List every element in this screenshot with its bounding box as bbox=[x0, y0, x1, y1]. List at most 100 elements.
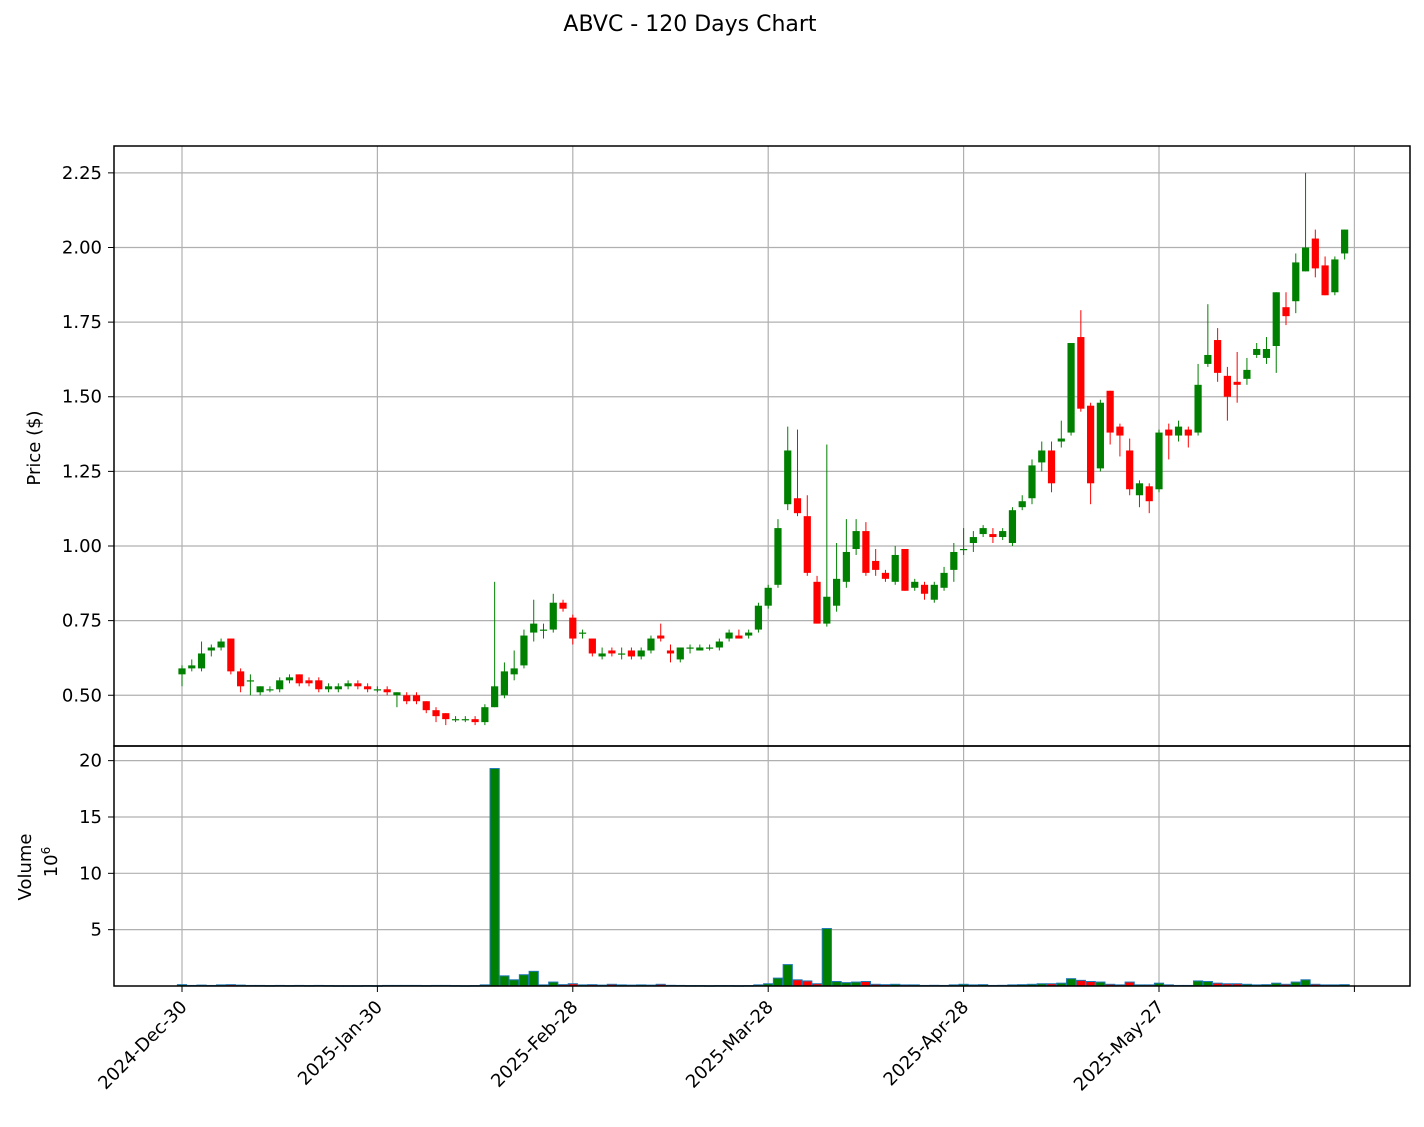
candle-body bbox=[227, 638, 235, 672]
candle-body bbox=[178, 668, 186, 675]
candle-body bbox=[305, 680, 313, 684]
candle-body bbox=[432, 710, 440, 717]
candle-body bbox=[373, 689, 381, 691]
volume-bar bbox=[782, 964, 793, 987]
price-candles bbox=[178, 172, 1349, 726]
candle-body bbox=[1106, 390, 1114, 433]
candle-body bbox=[618, 653, 626, 655]
volume-tick-label: 20 bbox=[79, 751, 102, 772]
candle-body bbox=[862, 531, 870, 573]
axis-ticks: 0.500.751.001.251.501.752.002.2551015202… bbox=[62, 163, 1355, 1095]
candle-body bbox=[500, 671, 509, 696]
candle-body bbox=[1174, 426, 1183, 436]
price-tick-label: 0.50 bbox=[62, 685, 102, 706]
volume-bar bbox=[802, 980, 813, 987]
candle-body bbox=[256, 686, 264, 693]
candle-body bbox=[1243, 369, 1251, 379]
volume-bar bbox=[528, 970, 539, 987]
candle-body bbox=[881, 572, 890, 579]
candle-body bbox=[324, 686, 333, 690]
candle-body bbox=[696, 647, 704, 651]
candle-body bbox=[295, 674, 303, 684]
candle-body bbox=[403, 695, 411, 702]
volume-multiplier-exp: 6 bbox=[39, 847, 53, 855]
candle-body bbox=[393, 692, 401, 696]
volume-bar bbox=[1300, 979, 1311, 987]
candle-body bbox=[188, 665, 196, 669]
candle-body bbox=[745, 632, 753, 636]
volume-bars bbox=[176, 768, 1350, 987]
candle-body bbox=[803, 516, 811, 573]
candle-body bbox=[1292, 262, 1300, 302]
candle-body bbox=[344, 683, 352, 687]
candle-body bbox=[1038, 450, 1046, 463]
volume-bar bbox=[1075, 979, 1086, 987]
volume-ylabel: Volume bbox=[15, 834, 36, 901]
candle-body bbox=[920, 584, 929, 594]
axes-frames bbox=[113, 145, 1411, 987]
candle-body bbox=[657, 635, 665, 639]
volume-bar bbox=[518, 974, 530, 987]
candle-body bbox=[451, 719, 460, 721]
candle-body bbox=[520, 635, 528, 666]
price-tick-label: 0.75 bbox=[62, 611, 102, 632]
candle-body bbox=[197, 653, 206, 669]
candle-body bbox=[1223, 375, 1231, 397]
candle-body bbox=[686, 647, 694, 649]
candle-body bbox=[207, 647, 215, 651]
candle-body bbox=[1018, 501, 1026, 508]
candle-body bbox=[872, 560, 880, 570]
candle-body bbox=[950, 551, 958, 570]
candle-body bbox=[969, 537, 977, 544]
candle-body bbox=[930, 584, 938, 600]
price-tick-label: 1.25 bbox=[62, 461, 102, 482]
candle-body bbox=[481, 707, 489, 723]
candle-body bbox=[676, 647, 684, 660]
candle-body bbox=[852, 531, 860, 549]
candle-body bbox=[725, 632, 733, 639]
candle-body bbox=[901, 548, 909, 591]
x-tick-label: 2025-Jan-30 bbox=[294, 997, 387, 1090]
x-tick-label: 2025-Mar-28 bbox=[682, 997, 778, 1093]
candle-body bbox=[1116, 426, 1124, 436]
x-tick-label: 2025-Apr-28 bbox=[880, 997, 974, 1091]
candle-body bbox=[422, 701, 430, 711]
candle-body bbox=[1301, 247, 1310, 272]
candle-body bbox=[754, 605, 763, 630]
candle-body bbox=[793, 498, 802, 514]
candle-body bbox=[1008, 510, 1017, 544]
candle-body bbox=[1077, 337, 1085, 409]
candle-body bbox=[442, 713, 450, 720]
volume-bar bbox=[509, 979, 520, 987]
volume-bar bbox=[821, 928, 832, 987]
candle-body bbox=[364, 686, 372, 690]
volume-bar bbox=[489, 768, 500, 987]
candle-body bbox=[569, 617, 577, 639]
candle-body bbox=[1331, 259, 1339, 293]
volume-multiplier-base: 10 bbox=[41, 854, 62, 877]
candle-body bbox=[598, 653, 606, 657]
candle-body bbox=[412, 695, 421, 702]
candle-body bbox=[461, 719, 469, 721]
candle-body bbox=[940, 572, 948, 588]
candle-body bbox=[315, 680, 323, 690]
volume-bar bbox=[792, 979, 803, 987]
volume-axes-frame bbox=[113, 745, 1411, 987]
candle-body bbox=[774, 528, 782, 585]
candle-body bbox=[842, 551, 850, 582]
volume-bar bbox=[1065, 978, 1077, 987]
volume-bar bbox=[499, 975, 510, 987]
candle-body bbox=[1311, 238, 1319, 269]
candle-body bbox=[1233, 381, 1241, 385]
candle-body bbox=[911, 581, 919, 588]
chart-title: ABVC - 120 Days Chart bbox=[563, 12, 817, 37]
candle-body bbox=[1253, 348, 1261, 355]
candle-body bbox=[266, 689, 274, 691]
candle-body bbox=[832, 578, 841, 606]
candle-body bbox=[1321, 265, 1329, 296]
candle-body bbox=[539, 629, 548, 631]
candle-body bbox=[1282, 307, 1290, 317]
price-grid bbox=[114, 146, 1410, 746]
volume-bar bbox=[772, 977, 784, 987]
candle-body bbox=[784, 450, 792, 505]
